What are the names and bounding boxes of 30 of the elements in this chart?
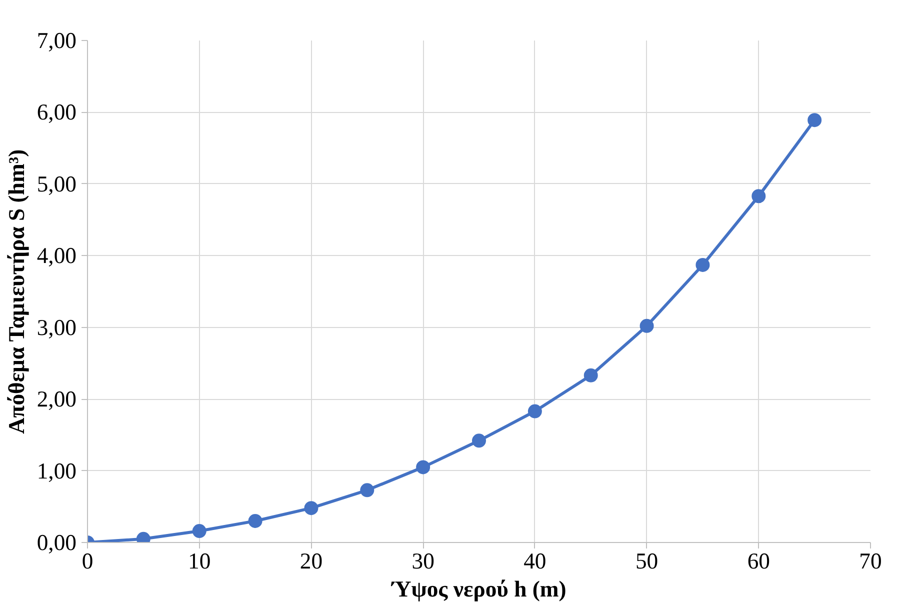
point: [752, 189, 766, 204]
y-tick-label: 7,00: [36, 28, 77, 53]
y-tick-label: 5,00: [36, 171, 77, 196]
x-tick-label: 70: [859, 548, 882, 574]
x-tick-label: 10: [188, 548, 211, 574]
point: [192, 524, 206, 538]
x-tick-label: 50: [635, 548, 658, 574]
y-tick-label: 2,00: [36, 386, 77, 412]
point: [584, 368, 598, 382]
point: [304, 501, 318, 516]
x-axis-title: Ύψος νερού h (m): [390, 576, 566, 602]
y-tick-label: 1,00: [36, 458, 77, 484]
x-tick-label: 20: [300, 548, 323, 574]
y-tick-label: 0,00: [36, 530, 77, 555]
y-axis-title: Απόθεμα Ταμιευτήρα S (hm³): [4, 149, 29, 434]
point: [808, 113, 822, 128]
point: [248, 514, 262, 528]
x-tick-label: 60: [747, 548, 770, 574]
x-tick-label: 0: [82, 548, 94, 574]
point: [528, 404, 542, 418]
point: [360, 483, 374, 498]
y-tick-label: 4,00: [36, 243, 77, 268]
y-tick-label: 3,00: [36, 314, 77, 340]
point: [640, 318, 654, 333]
point: [696, 258, 710, 272]
point: [472, 434, 486, 448]
x-tick-label: 30: [412, 548, 434, 574]
y-tick-label: 6,00: [36, 100, 77, 125]
x-tick-label: 40: [524, 548, 546, 574]
point: [416, 460, 430, 474]
